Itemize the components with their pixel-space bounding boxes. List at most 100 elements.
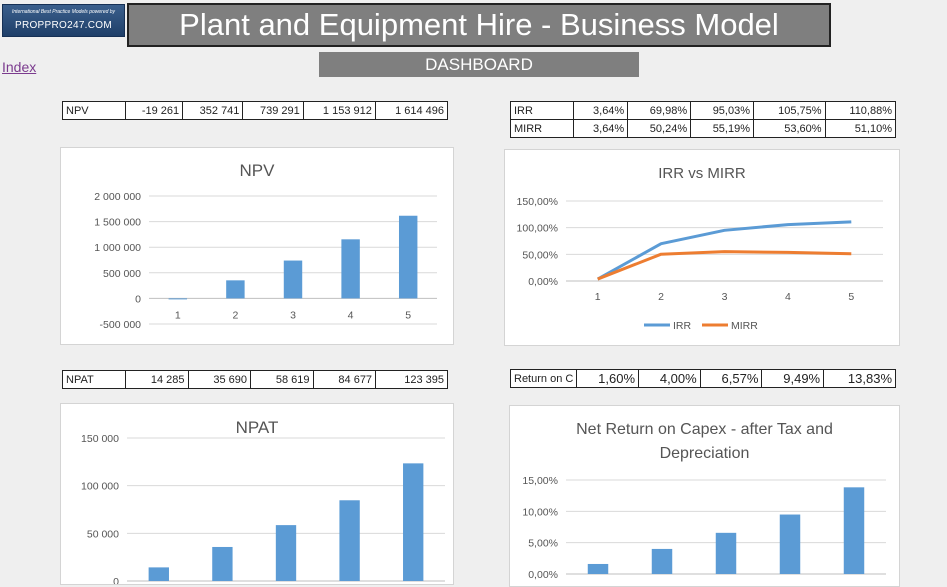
npat-chart[interactable]: NPAT 150 000 100 000 50 000 0: [60, 403, 454, 585]
series-line-mirr: [597, 250, 852, 281]
logo-name: PROPPRO247.COM: [14, 20, 112, 31]
y-tick-label: 2 000 000: [94, 191, 141, 203]
y-tick-label: 100,00%: [517, 223, 558, 235]
x-tick-label: 4: [348, 309, 354, 321]
return-label: Return on C: [509, 369, 578, 388]
bar: [283, 260, 303, 299]
return-table: Return on C 1,60% 4,00% 6,57% 9,49% 13,8…: [509, 369, 896, 388]
logo-tagline: International Best Practice Models power…: [11, 9, 116, 15]
bar: [339, 500, 360, 581]
return-value-4: 9,49%: [761, 369, 825, 388]
npv-value-1: -19 261: [124, 101, 184, 120]
mirr-value-1: 3,64%: [572, 119, 629, 138]
y-tick-label: 150,00%: [517, 196, 558, 208]
return-value-3: 6,57%: [699, 369, 763, 388]
npv-chart[interactable]: NPV 2 000 000 1 500 000 1 000 000 500 000 0 -5…: [60, 147, 454, 345]
net-return-chart-svg: Net Return on Capex - after Tax and Depre…: [522, 421, 886, 581]
mirr-label: MIRR: [510, 119, 574, 138]
npat-value-1: 14 285: [125, 370, 189, 389]
npv-table: NPV -19 261 352 741 739 291 1 153 912 1 …: [62, 101, 449, 120]
table-row: NPAT 14 285 35 690 58 619 84 677 123 395: [62, 370, 448, 389]
irr-value-3: 95,03%: [690, 101, 754, 120]
bar: [341, 239, 360, 299]
bar: [587, 563, 609, 574]
bar: [168, 298, 188, 300]
bar: [148, 567, 169, 581]
x-tick-label: 1: [595, 291, 601, 303]
bar: [715, 532, 737, 574]
npat-label: NPAT: [62, 370, 126, 389]
irr-label: IRR: [510, 101, 574, 120]
brand-logo: International Best Practice Models power…: [2, 4, 125, 37]
irr-mirr-table: IRR 3,64% 69,98% 95,03% 105,75% 110,88% …: [510, 101, 897, 138]
index-link[interactable]: Index: [2, 59, 37, 75]
x-tick-label: 3: [722, 291, 728, 303]
x-tick-label: 4: [785, 291, 791, 303]
table-row: IRR 3,64% 69,98% 95,03% 105,75% 110,88%: [510, 101, 897, 120]
y-tick-label: 0: [135, 293, 141, 305]
return-value-5: 13,83%: [823, 369, 896, 388]
mirr-value-5: 51,10%: [824, 119, 897, 138]
irr-value-5: 110,88%: [824, 101, 897, 120]
irr-value-1: 3,64%: [572, 101, 629, 120]
y-tick-label: 0: [113, 576, 119, 584]
irr-value-2: 69,98%: [627, 101, 692, 120]
chart-title-line-1: Net Return on Capex - after Tax and: [576, 421, 833, 438]
irr-value-4: 105,75%: [753, 101, 826, 120]
x-tick-label: 3: [290, 309, 296, 321]
y-tick-label: 50 000: [87, 528, 119, 540]
y-tick-label: 500 000: [103, 268, 141, 280]
bar: [275, 525, 297, 581]
series-line-irr: [596, 220, 852, 281]
y-tick-label: 150 000: [81, 433, 119, 445]
x-tick-label: 2: [232, 309, 238, 321]
table-row: MIRR 3,64% 50,24% 55,19% 53,60% 51,10%: [510, 119, 897, 138]
y-tick-label: 10,00%: [522, 506, 558, 518]
chart-title: IRR vs MIRR: [658, 165, 746, 182]
y-tick-label: 100 000: [81, 481, 119, 493]
bar: [843, 487, 865, 574]
bar: [779, 514, 801, 574]
return-value-1: 1,60%: [576, 369, 640, 388]
chart-title: NPAT: [236, 418, 279, 437]
legend-label-mirr: MIRR: [731, 320, 758, 332]
npv-value-3: 739 291: [242, 101, 304, 120]
x-tick-label: 1: [175, 309, 181, 321]
npat-table: NPAT 14 285 35 690 58 619 84 677 123 395: [62, 370, 448, 389]
npat-value-2: 35 690: [187, 370, 252, 389]
bar: [212, 546, 233, 581]
npat-value-3: 58 619: [250, 370, 314, 389]
chart-title: NPV: [240, 161, 276, 180]
npat-value-5: 123 395: [375, 370, 448, 389]
y-tick-label: 15,00%: [522, 475, 558, 487]
irr-mirr-chart-svg: IRR vs MIRR 150,00% 100,00% 50,00% 0,00% 1 2 3 4…: [517, 165, 883, 332]
y-tick-label: 0,00%: [528, 276, 558, 288]
npv-value-2: 352 741: [182, 101, 244, 120]
y-tick-label: -500 000: [100, 319, 142, 331]
npv-label: NPV: [62, 101, 126, 120]
y-tick-label: 50,00%: [522, 249, 558, 261]
net-return-chart[interactable]: Net Return on Capex - after Tax and Depre…: [509, 405, 900, 587]
table-row: NPV -19 261 352 741 739 291 1 153 912 1 …: [62, 101, 449, 120]
npv-chart-svg: NPV 2 000 000 1 500 000 1 000 000 500 000 0 -5…: [94, 161, 437, 331]
npat-chart-svg: NPAT 150 000 100 000 50 000 0: [81, 418, 445, 584]
bar: [651, 548, 673, 574]
bar: [403, 463, 424, 581]
bar: [398, 215, 418, 299]
dashboard-label: DASHBOARD: [319, 52, 639, 77]
x-tick-label: 5: [848, 291, 854, 303]
mirr-value-2: 50,24%: [627, 119, 692, 138]
y-tick-label: 1 000 000: [94, 242, 141, 254]
y-tick-label: 5,00%: [528, 538, 558, 550]
mirr-value-4: 53,60%: [753, 119, 826, 138]
x-tick-label: 2: [658, 291, 664, 303]
irr-mirr-chart[interactable]: IRR vs MIRR 150,00% 100,00% 50,00% 0,00% 1 2 3 4…: [504, 149, 900, 346]
return-value-2: 4,00%: [638, 369, 701, 388]
x-tick-label: 5: [405, 309, 411, 321]
table-row: Return on C 1,60% 4,00% 6,57% 9,49% 13,8…: [509, 369, 896, 388]
page-title: Plant and Equipment Hire - Business Mode…: [127, 3, 831, 47]
bar: [226, 280, 245, 299]
y-tick-label: 0,00%: [528, 569, 558, 581]
npv-value-4: 1 153 912: [302, 101, 376, 120]
y-tick-label: 1 500 000: [94, 217, 141, 229]
